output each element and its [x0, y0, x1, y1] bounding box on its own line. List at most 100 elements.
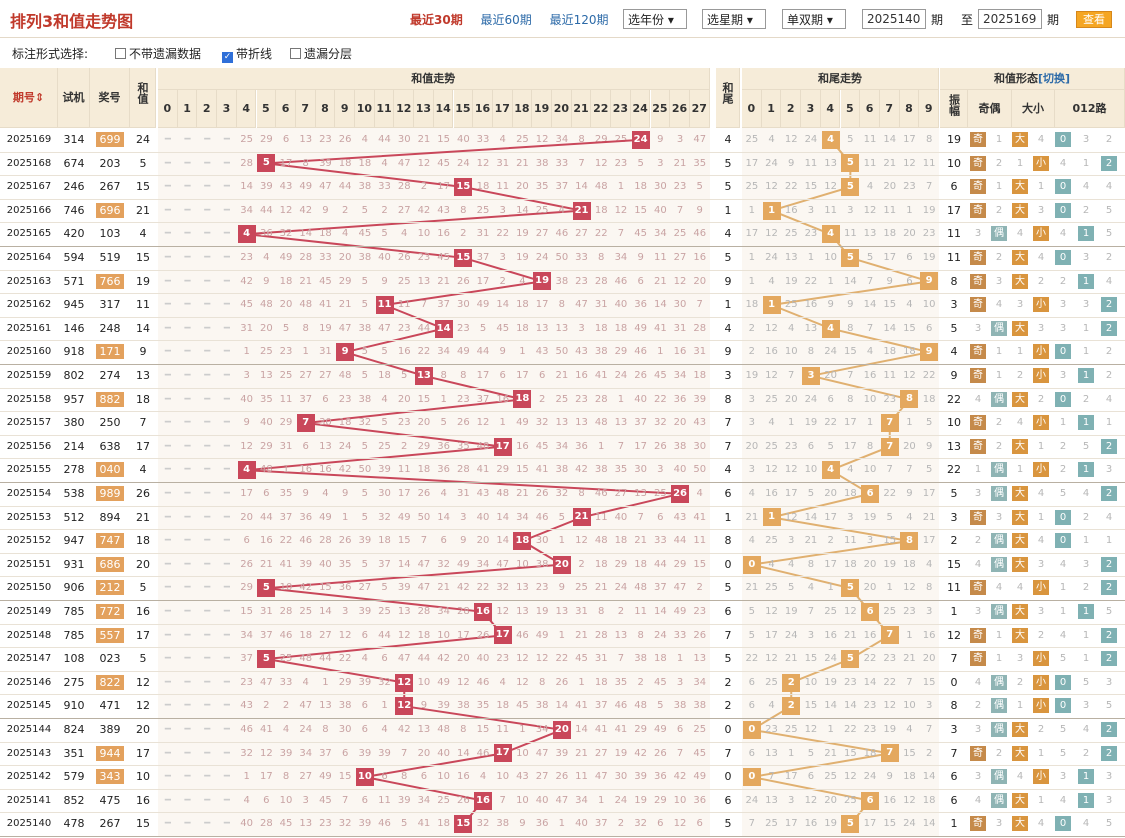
tail-miss-cell: 4 — [748, 535, 756, 547]
route-miss-cell: 1 — [1105, 535, 1113, 547]
tail-miss-cell: 20 — [903, 228, 916, 240]
sum-ball: 20 — [552, 555, 571, 574]
tail-miss-cell: 3 — [807, 204, 815, 216]
sum-miss-cell: 34 — [653, 228, 667, 240]
checkbox-no-miss[interactable] — [115, 48, 126, 59]
sum-miss-cell: 47 — [299, 700, 313, 712]
sum-miss-cell: 23 — [319, 134, 332, 145]
sum-miss-cell: 6 — [499, 370, 506, 381]
issue-header[interactable]: 期号⇕ — [0, 68, 58, 128]
sum-miss-cell: 10 — [279, 582, 293, 594]
sum-miss-cell: 48 — [476, 440, 490, 452]
sum-miss-cell: 37 — [240, 653, 253, 665]
sum-miss-cell: ━ — [223, 346, 230, 358]
tail-miss-cell: 25 — [765, 582, 778, 594]
sum-miss-cell: 11 — [653, 252, 667, 263]
sum-miss-cell: 44 — [476, 346, 490, 358]
sum-miss-cell: 2 — [578, 558, 585, 570]
tail-miss-cell: 23 — [883, 393, 897, 405]
sum-miss-cell: 16 — [437, 228, 450, 240]
sum-miss-cell: 2 — [460, 228, 467, 240]
to-issue-input[interactable]: 2025169 — [978, 9, 1042, 29]
tail-ball: 3 — [801, 366, 820, 385]
view-button[interactable]: 查看 — [1076, 11, 1112, 28]
tail-miss-cell: 16 — [765, 488, 778, 499]
tail-miss-cell: 24 — [784, 629, 798, 641]
sum-miss-cell: 25 — [516, 134, 529, 145]
tail-miss-cell: 4 — [807, 582, 815, 594]
sum-miss-cell: 12 — [516, 653, 529, 665]
sum-miss-cell: ━ — [164, 393, 171, 405]
year-select[interactable]: 选年份 ▾ — [623, 9, 687, 29]
checkbox-miss-layer[interactable] — [290, 48, 301, 59]
sum-miss-cell: 34 — [417, 794, 431, 806]
sum-miss-cell: 43 — [535, 346, 549, 358]
option-with-line[interactable]: ✓ 带折线 — [222, 45, 272, 63]
option-miss-layer-label: 遗漏分层 — [304, 47, 353, 61]
sum-miss-cell: ━ — [184, 228, 191, 240]
sum-miss-cell: 4 — [322, 488, 329, 499]
tail-miss-cell: 1 — [827, 582, 834, 594]
sum-miss-cell: 38 — [358, 393, 372, 405]
sum-miss-cell: 40 — [476, 653, 490, 665]
sum-miss-cell: 10 — [279, 794, 293, 806]
tail-cell: 5 — [724, 251, 732, 264]
big-tag: 大 — [1012, 533, 1028, 549]
tail-miss-cell: 7 — [866, 275, 874, 287]
checkbox-with-line[interactable]: ✓ — [222, 52, 233, 63]
link-recent-30[interactable]: 最近30期 — [410, 13, 463, 27]
row-divider — [0, 198, 1125, 200]
sum-miss-cell: 10 — [516, 794, 529, 806]
sum-miss-cell: 21 — [555, 370, 569, 381]
sum-miss-cell: 29 — [673, 558, 687, 570]
row-divider — [0, 647, 1125, 649]
sum-miss-cell: 27 — [299, 771, 313, 783]
sum-miss-cell: 9 — [381, 275, 388, 287]
sum-miss-cell: 38 — [555, 275, 569, 287]
sum-col-8: 8 — [315, 90, 336, 128]
issue-cell: 2025152 — [6, 535, 52, 547]
route-miss-cell: 5 — [1059, 653, 1067, 665]
sum-miss-cell: ━ — [204, 204, 211, 216]
weekday-select[interactable]: 选星期 ▾ — [702, 9, 766, 29]
route-miss-cell: 4 — [1059, 228, 1067, 240]
sum-miss-cell: 14 — [240, 181, 253, 193]
sum-miss-cell: 6 — [440, 535, 447, 547]
switch-link[interactable]: [切换] — [1037, 72, 1071, 85]
sum-miss-cell: 14 — [437, 511, 450, 523]
sum-miss-cell: ━ — [164, 275, 171, 287]
sum-miss-cell: 7 — [617, 653, 625, 665]
bs-miss-cell: 1 — [1016, 346, 1024, 358]
sum-miss-cell: 10 — [417, 676, 431, 688]
sum-miss-cell: 27 — [535, 771, 549, 783]
sum-miss-cell: 16 — [516, 440, 529, 452]
sum-miss-cell: 15 — [634, 204, 647, 216]
issue-cell: 2025153 — [6, 511, 52, 523]
sum-miss-cell: 3 — [499, 252, 506, 263]
tail-miss-cell: 10 — [903, 700, 916, 712]
sum-miss-cell: 1 — [558, 535, 566, 547]
tail-miss-cell: 7 — [906, 676, 913, 688]
tail-miss-cell: 1 — [748, 252, 756, 263]
tail-miss-cell: 16 — [765, 346, 778, 358]
sort-icon[interactable]: ⇕ — [34, 91, 45, 104]
tail-miss-cell: 7 — [866, 322, 874, 334]
sum-miss-cell: 46 — [240, 724, 253, 735]
odd-even-issue-select[interactable]: 单双期 ▾ — [782, 9, 846, 29]
tail-miss-cell: 18 — [745, 299, 759, 311]
link-recent-120[interactable]: 最近120期 — [549, 13, 609, 27]
row-divider — [0, 741, 1125, 743]
issue-cell: 2025158 — [6, 393, 52, 405]
link-recent-60[interactable]: 最近60期 — [480, 13, 532, 27]
sum-miss-cell: 23 — [673, 181, 687, 193]
option-no-miss[interactable]: 不带遗漏数据 — [115, 45, 201, 62]
option-miss-layer[interactable]: 遗漏分层 — [290, 45, 352, 62]
sum-miss-cell: 6 — [361, 794, 369, 806]
sum-miss-cell: 47 — [338, 322, 352, 334]
sum-miss-cell: 29 — [496, 464, 510, 476]
from-issue-input[interactable]: 2025140 — [862, 9, 926, 29]
tail-miss-cell: 4 — [925, 558, 933, 570]
sum-miss-cell: 31 — [279, 440, 293, 452]
big-tag: 大 — [1012, 816, 1028, 832]
sum-miss-cell: 43 — [240, 700, 253, 712]
